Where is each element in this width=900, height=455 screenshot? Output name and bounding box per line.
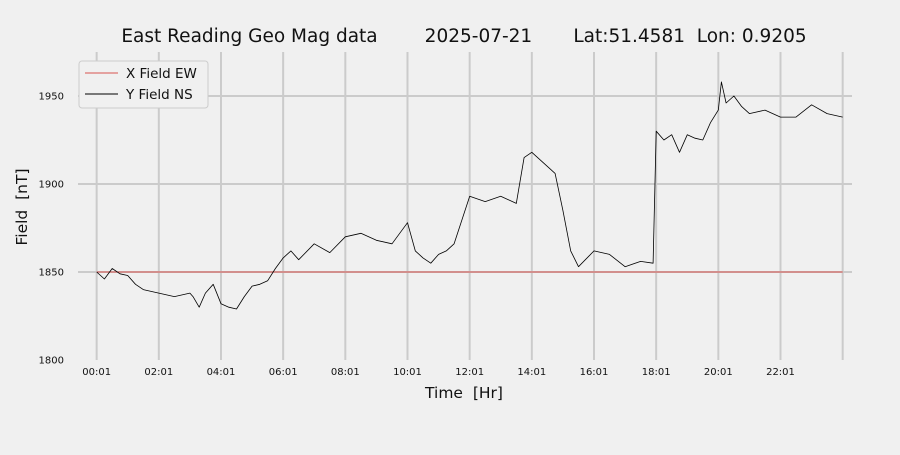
y-axis-label: Field [nT] bbox=[13, 168, 31, 245]
series-line-y-field bbox=[96, 81, 843, 310]
series-lines bbox=[96, 81, 843, 310]
x-tick-label: 14:01 bbox=[517, 367, 546, 378]
legend-label-x-field: X Field EW bbox=[126, 66, 197, 82]
chart-title: East Reading Geo Mag data 2025-07-21 Lat… bbox=[121, 26, 806, 47]
y-tick-label: 1950 bbox=[39, 92, 64, 103]
x-tick-label: 00:01 bbox=[82, 367, 111, 378]
x-tick-label: 06:01 bbox=[269, 367, 298, 378]
x-axis-ticks: 00:01 02:01 04:01 06:01 08:01 10:01 12:01 14:01… bbox=[82, 367, 795, 378]
x-tick-label: 04:01 bbox=[207, 367, 236, 378]
x-tick-label: 08:01 bbox=[331, 367, 360, 378]
x-tick-label: 22:01 bbox=[766, 367, 795, 378]
x-tick-label: 02:01 bbox=[144, 367, 173, 378]
y-tick-label: 1850 bbox=[39, 268, 64, 279]
x-tick-label: 10:01 bbox=[393, 367, 422, 378]
x-tick-label: 18:01 bbox=[642, 367, 671, 378]
x-tick-label: 20:01 bbox=[704, 367, 733, 378]
y-tick-label: 1900 bbox=[39, 180, 64, 191]
y-tick-label: 1800 bbox=[39, 356, 64, 367]
x-axis-label: Time [Hr] bbox=[424, 384, 503, 402]
y-axis-ticks: 1800 1850 1900 1950 bbox=[39, 92, 64, 367]
legend-label-y-field: Y Field NS bbox=[125, 87, 193, 103]
x-tick-label: 12:01 bbox=[455, 367, 484, 378]
x-tick-label: 16:01 bbox=[580, 367, 609, 378]
legend: X Field EW Y Field NS bbox=[78, 60, 209, 109]
